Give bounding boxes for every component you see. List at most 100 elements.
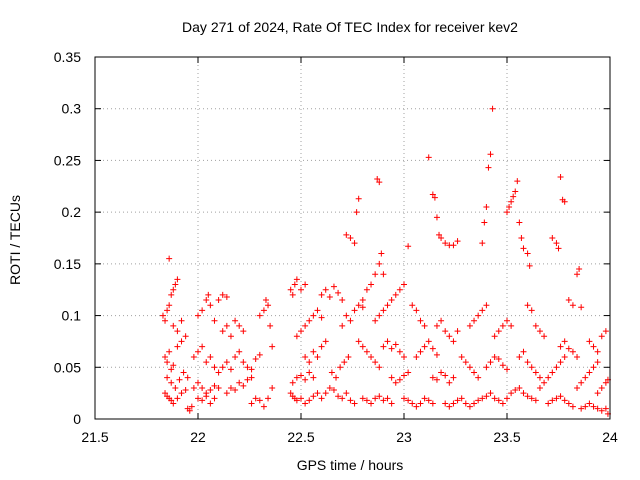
data-point [520, 348, 527, 355]
data-point [409, 400, 416, 407]
data-point [378, 250, 385, 257]
chart-title: Day 271 of 2024, Rate Of TEC Index for r… [182, 19, 518, 35]
data-point [553, 395, 560, 402]
data-point [184, 374, 191, 381]
data-point [594, 348, 601, 355]
data-point [343, 312, 350, 319]
data-point [215, 297, 222, 304]
data-point [602, 379, 609, 386]
data-point [298, 395, 304, 402]
data-point [442, 400, 449, 407]
data-point [524, 250, 531, 257]
data-point [436, 231, 443, 238]
data-point [466, 403, 473, 410]
data-points [159, 105, 611, 417]
data-point [454, 397, 461, 404]
y-tick-label: 0.2 [62, 204, 82, 220]
data-point [504, 395, 510, 402]
data-point [182, 333, 189, 340]
data-point [557, 343, 564, 350]
data-point [392, 341, 399, 348]
data-point [396, 376, 403, 383]
data-point [483, 302, 490, 309]
data-point [433, 351, 440, 358]
data-point [442, 328, 449, 335]
data-point [561, 397, 568, 404]
x-tick-label: 22 [190, 429, 206, 445]
data-point [180, 369, 187, 376]
data-point [388, 374, 395, 381]
data-point [401, 281, 407, 288]
data-point [401, 372, 407, 379]
data-point [491, 395, 498, 402]
data-point [260, 403, 267, 410]
data-point [293, 333, 300, 340]
data-point [347, 317, 354, 324]
data-point [168, 397, 175, 404]
data-point [236, 379, 243, 386]
data-point [256, 312, 263, 319]
data-point [483, 393, 490, 400]
data-point [396, 286, 403, 293]
data-point [351, 240, 358, 247]
data-point [219, 291, 226, 298]
data-point [248, 366, 255, 373]
y-axis-label: ROTI / TECUs [7, 195, 23, 285]
data-point [499, 322, 506, 329]
data-point [343, 390, 350, 397]
data-point [495, 328, 502, 335]
data-point [353, 209, 360, 216]
data-point [553, 240, 560, 247]
data-point [168, 291, 175, 298]
data-point [506, 203, 513, 210]
data-point [289, 291, 296, 298]
data-point [351, 307, 358, 314]
data-point [462, 359, 469, 366]
y-tick-label: 0.1 [62, 308, 82, 324]
data-point [330, 387, 337, 394]
data-point [363, 397, 370, 404]
y-tick-labels: 0 0.05 0.1 0.15 0.2 0.25 0.3 0.35 [54, 49, 81, 427]
grid-lines [95, 57, 610, 419]
data-point [232, 317, 239, 324]
data-point [162, 390, 169, 397]
data-point [483, 203, 490, 210]
data-point [170, 400, 177, 407]
data-point [590, 364, 597, 371]
data-point [211, 382, 218, 389]
data-point [359, 395, 366, 402]
data-point [347, 397, 354, 404]
data-point [211, 317, 218, 324]
data-point [291, 281, 298, 288]
data-point [526, 262, 533, 269]
data-point [528, 307, 535, 314]
data-point [186, 407, 193, 414]
y-tick-label: 0.35 [54, 49, 81, 65]
data-point [433, 214, 440, 221]
data-point [190, 384, 197, 391]
data-point [380, 271, 387, 278]
data-point [287, 390, 294, 397]
y-tick-label: 0.25 [54, 152, 81, 168]
data-point [508, 390, 515, 397]
data-point [532, 369, 539, 376]
data-point [267, 322, 274, 329]
data-point [541, 333, 548, 340]
data-point [590, 403, 597, 410]
data-point [504, 366, 510, 373]
data-point [176, 376, 183, 383]
data-point [582, 374, 589, 381]
data-point [314, 307, 321, 314]
data-point [236, 322, 243, 329]
data-point [392, 291, 399, 298]
data-point [541, 379, 548, 386]
data-point [345, 353, 352, 360]
data-point [549, 369, 556, 376]
data-point [166, 348, 173, 355]
data-point [450, 374, 457, 381]
data-point [450, 242, 457, 249]
data-point [499, 362, 506, 369]
data-point [376, 260, 383, 267]
data-point [598, 407, 605, 414]
data-point [178, 338, 185, 345]
